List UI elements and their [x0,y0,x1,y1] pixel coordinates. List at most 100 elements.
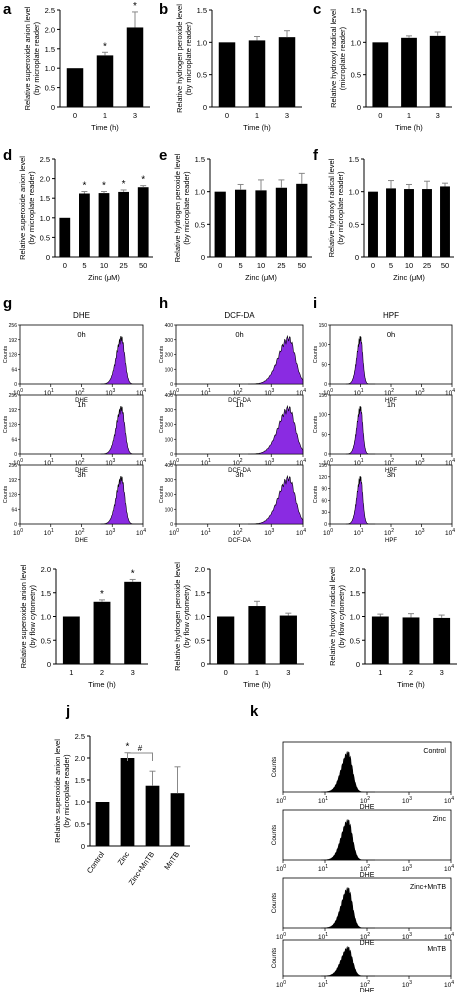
y-tick-label: 0.5 [195,220,205,229]
x-tick-exponent: 1 [361,388,364,394]
y-tick-label: 0.5 [45,84,55,93]
y-tick-label: 1.5 [41,589,51,598]
histogram-peak [321,887,375,929]
x-tick-base: 10 [384,530,392,537]
bar [255,190,267,257]
y-tick-label: 1.5 [75,776,85,785]
y-tick-label: 0 [324,452,327,458]
dye-axis-label: DHE [360,940,375,947]
x-tick-exponent: 1 [325,796,328,802]
histogram-peak [100,336,143,385]
x-tick-exponent: 3 [271,458,274,464]
x-tick-exponent: 1 [51,458,54,464]
time-label: 0h [235,330,243,339]
chart-h: 0 0.5 1.0 1.5 2.0 Relative hydrogen peroxide … [173,562,304,689]
x-tick-label: 100 [169,388,179,397]
x-tick-label: 2 [409,668,413,677]
histogram-peak [321,819,375,861]
x-tick-exponent: 4 [452,528,455,534]
y-tick-label: 200 [165,493,174,499]
x-tick-label: 5 [389,261,393,270]
y-axis-label: (by flow cytometry) [28,585,37,648]
y-tick-label: 2.0 [41,565,51,574]
x-tick-label: 104 [445,528,455,537]
y-tick-label: 50 [321,362,327,368]
y-tick-label: 128 [9,353,18,359]
x-tick-label: 10 [100,261,108,270]
x-tick-base: 10 [296,390,304,397]
counts-label: Counts [313,416,319,434]
y-tick-label: 0 [324,522,327,528]
x-tick-base: 10 [232,460,240,467]
x-tick-base: 10 [296,530,304,537]
y-tick-label: 1.5 [40,194,50,203]
y-tick-label: 2.5 [45,6,55,15]
y-tick-label: 192 [9,338,18,344]
x-tick-label: 101 [201,458,211,467]
counts-label: Counts [271,824,278,845]
y-tick-label: 100 [319,343,328,349]
x-tick-label: 0 [378,111,382,120]
x-tick-label: 1 [378,668,382,677]
bar [404,189,414,257]
y-tick-label: 0 [14,382,17,388]
y-tick-label: 128 [9,423,18,429]
bar [279,615,297,664]
y-tick-label: 0 [203,103,207,112]
panel-label-f: f [313,147,319,164]
y-tick-label: 1.0 [45,64,55,73]
y-tick-label: 100 [165,367,174,373]
histogram-h-0h: 100 101 102 103 10401002003004000hCountsDCF-… [159,323,306,404]
x-tick-label: 103 [414,388,424,397]
bar [371,616,389,664]
x-tick-label: 103 [414,458,424,467]
dye-axis-label: DHE [360,872,375,879]
bar [248,40,266,107]
time-label: 1h [77,400,85,409]
bar [217,616,235,664]
x-tick-base: 10 [169,460,177,467]
y-axis-label: Relative hydrogen peroxide level [173,153,182,262]
histogram-dye-title: DCF-DA [224,311,255,320]
x-tick-label: 100 [323,458,333,467]
x-tick-exponent: 1 [325,980,328,986]
y-tick-label: 400 [165,323,174,329]
counts-label: Counts [3,416,9,434]
counts-label: Counts [3,346,9,364]
y-tick-label: 64 [11,367,17,373]
x-tick-exponent: 2 [82,458,85,464]
x-tick-exponent: 0 [20,458,23,464]
x-axis-label: Time (h) [243,123,271,132]
y-tick-label: 2.0 [45,25,55,34]
x-tick-base: 10 [444,982,452,989]
dye-axis-label: DHE [75,538,88,544]
y-tick-label: 1.0 [75,798,85,807]
y-tick-label: 64 [11,437,17,443]
bar [275,187,288,257]
x-tick-label: 101 [353,528,363,537]
y-tick-label: 1.5 [350,589,360,598]
y-tick-label: 0 [81,842,85,851]
significance-mark: * [126,742,130,753]
panel-label-g: g [3,295,12,312]
x-tick-label: MnTB [162,850,181,872]
y-axis-label: Relative superoxide anion level [23,6,32,110]
x-tick-label: 103 [105,528,115,537]
x-tick-base: 10 [136,460,144,467]
x-axis-label: Zinc (μM) [393,273,425,282]
x-axis-label: Time (h) [397,680,425,689]
bar [62,616,80,664]
chart-d: 0 0.5 1.0 1.5 2.0 2.5 Relative superoxide anio… [18,155,153,282]
significance-mark: * [141,175,145,186]
x-tick-label: 10 [257,261,265,270]
x-tick-exponent: 3 [112,388,115,394]
x-tick-label: 0 [371,261,375,270]
x-tick-exponent: 4 [452,388,455,394]
x-tick-label: 0 [73,111,77,120]
x-tick-exponent: 1 [51,528,54,534]
dye-axis-label: HPF [385,398,397,404]
x-tick-label: 101 [353,388,363,397]
time-label: 3h [77,470,85,479]
